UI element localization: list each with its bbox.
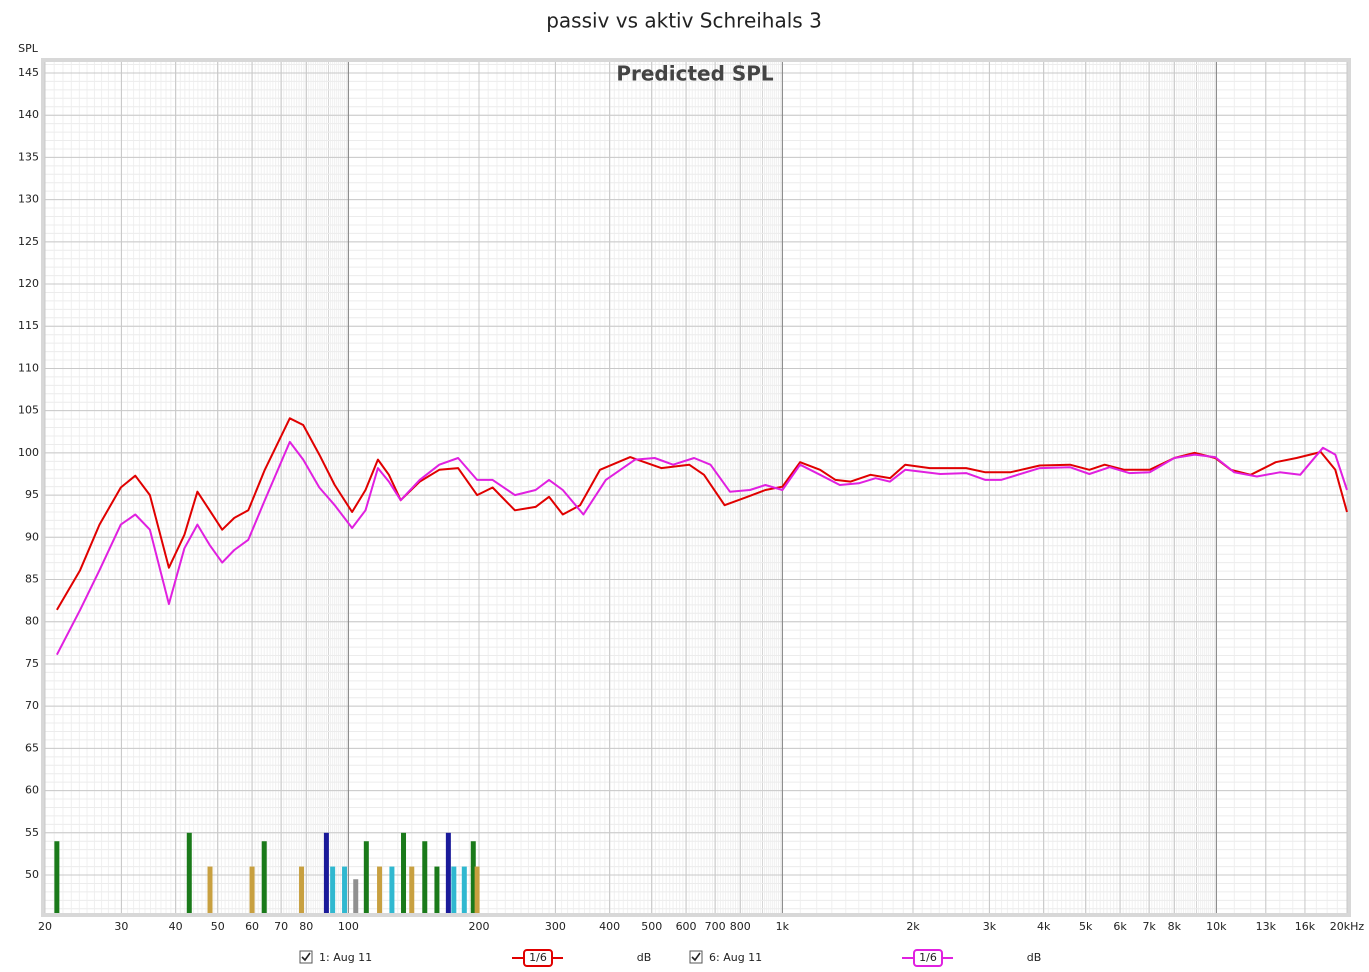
- grid: 50 55 60 65 70 75 80 85 90 95 100 105 110 115 120 125 13…: [18, 62, 1364, 933]
- x-tick-label: 700: [705, 920, 726, 933]
- y-tick-label: 115: [18, 319, 39, 332]
- y-tick-label: 80: [25, 615, 39, 628]
- unit-label: dB: [637, 951, 652, 964]
- legend: 1: Aug 11 1/6 dB 6: Aug 11 1/6 dB: [299, 949, 1042, 967]
- y-tick-label: 65: [25, 741, 39, 754]
- mode-bar: [451, 866, 457, 913]
- series-line: [56, 440, 1348, 656]
- x-tick-label: 200: [469, 920, 490, 933]
- mode-bar: [377, 866, 383, 913]
- x-tick-label: 600: [676, 920, 697, 933]
- x-tick-label: 400: [599, 920, 620, 933]
- mode-bar: [330, 866, 336, 913]
- y-tick-label: 105: [18, 404, 39, 417]
- y-tick-label: 140: [18, 108, 39, 121]
- x-tick-label: 80: [299, 920, 313, 933]
- series-line: [56, 417, 1348, 611]
- y-tick-label: 110: [18, 361, 39, 374]
- mode-bar: [470, 841, 476, 913]
- x-tick-label: 5k: [1079, 920, 1093, 933]
- mode-bar: [401, 832, 407, 913]
- x-tick-label: 100: [338, 920, 359, 933]
- y-tick-label: 85: [25, 573, 39, 586]
- y-tick-label: 100: [18, 446, 39, 459]
- mode-bar: [186, 832, 192, 913]
- x-tick-label: 3k: [983, 920, 997, 933]
- x-tick-label: 10k: [1206, 920, 1227, 933]
- x-tick-label: 300: [545, 920, 566, 933]
- y-tick-label: 145: [18, 66, 39, 79]
- mode-bar: [389, 866, 395, 913]
- x-tick-label: 70: [274, 920, 288, 933]
- x-tick-label: 40: [169, 920, 183, 933]
- y-tick-label: 60: [25, 784, 39, 797]
- mode-bar: [445, 832, 451, 913]
- plot-area: [45, 62, 1347, 913]
- checkmark[interactable]: [301, 952, 311, 962]
- y-tick-label: 55: [25, 826, 39, 839]
- mode-bar: [409, 866, 415, 913]
- x-tick-label: 1k: [776, 920, 790, 933]
- x-tick-label: 7k: [1142, 920, 1156, 933]
- mode-bar: [54, 841, 60, 913]
- y-tick-label: 125: [18, 235, 39, 248]
- y-tick-label: 95: [25, 488, 39, 501]
- x-tick-label: 800: [730, 920, 751, 933]
- checkbox[interactable]: [299, 950, 313, 964]
- checkmark[interactable]: [691, 952, 701, 962]
- y-tick-label: 130: [18, 193, 39, 206]
- y-tick-label: 135: [18, 150, 39, 163]
- mode-bar: [461, 866, 467, 913]
- mode-bar: [207, 866, 213, 913]
- smoothing-box[interactable]: [913, 949, 943, 967]
- x-tick-label: 50: [211, 920, 225, 933]
- mode-bar: [474, 866, 480, 913]
- x-tick-label: 500: [641, 920, 662, 933]
- unit-label: dB: [1027, 951, 1042, 964]
- x-tick-label: 2k: [906, 920, 920, 933]
- y-tick-label: 50: [25, 868, 39, 881]
- mode-bar: [299, 866, 305, 913]
- mode-bar: [422, 841, 428, 913]
- smoothing-label[interactable]: 1/6: [529, 951, 547, 964]
- y-tick-label: 120: [18, 277, 39, 290]
- x-tick-label: 4k: [1037, 920, 1051, 933]
- mode-bar: [342, 866, 348, 913]
- x-tick-label: 16k: [1295, 920, 1316, 933]
- x-tick-label: 30: [114, 920, 128, 933]
- checkbox[interactable]: [689, 950, 703, 964]
- y-tick-label: 70: [25, 699, 39, 712]
- mode-bar: [353, 879, 359, 913]
- mode-bar: [363, 841, 369, 913]
- legend-label[interactable]: 1: Aug 11: [319, 951, 372, 964]
- x-tick-label: 6k: [1113, 920, 1127, 933]
- mode-bar: [249, 866, 255, 913]
- annotation: Predicted SPL: [616, 62, 774, 86]
- mode-bar: [434, 866, 440, 913]
- smoothing-box[interactable]: [523, 949, 553, 967]
- x-tick-label: 8k: [1168, 920, 1182, 933]
- x-tick-label: 60: [245, 920, 259, 933]
- x-tick-label: 13k: [1256, 920, 1277, 933]
- mode-bar: [261, 841, 267, 913]
- chart-title: passiv vs aktiv Schreihals 3: [546, 9, 822, 33]
- x-tick-label: 20kHz: [1330, 920, 1365, 933]
- y-axis-label: SPL: [18, 42, 39, 55]
- y-tick-label: 75: [25, 657, 39, 670]
- legend-label[interactable]: 6: Aug 11: [709, 951, 762, 964]
- y-tick-label: 90: [25, 530, 39, 543]
- smoothing-label[interactable]: 1/6: [919, 951, 937, 964]
- marks: [54, 417, 1348, 913]
- x-tick-label: 20: [38, 920, 52, 933]
- mode-bar: [323, 832, 329, 913]
